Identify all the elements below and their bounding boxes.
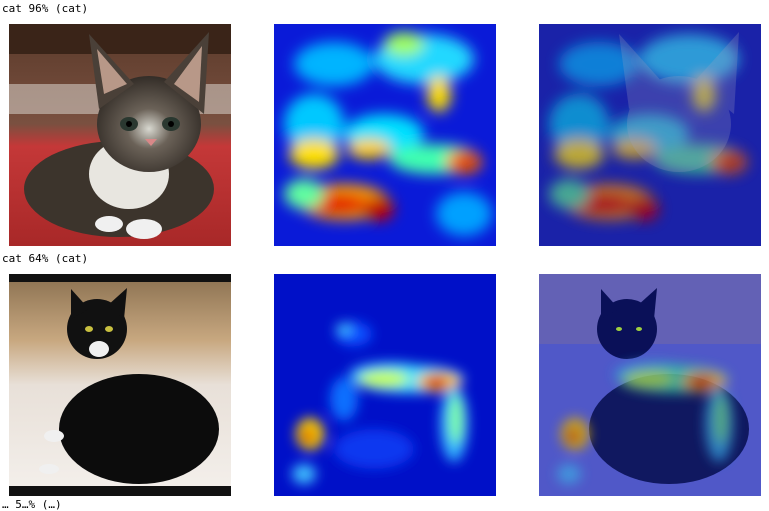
row-2-label: cat 64% (cat) — [2, 252, 89, 265]
row-2-original-photo — [9, 274, 231, 496]
row-2-heatmap-overlay — [539, 274, 761, 496]
row-1-heatmap — [274, 24, 496, 246]
row-1-original-photo — [9, 24, 231, 246]
row-2-heatmap — [274, 274, 496, 496]
row-1-label: cat 96% (cat) — [2, 2, 89, 15]
row-3-label: … 5…% (…) — [2, 498, 62, 511]
row-1-heatmap-overlay — [539, 24, 761, 246]
